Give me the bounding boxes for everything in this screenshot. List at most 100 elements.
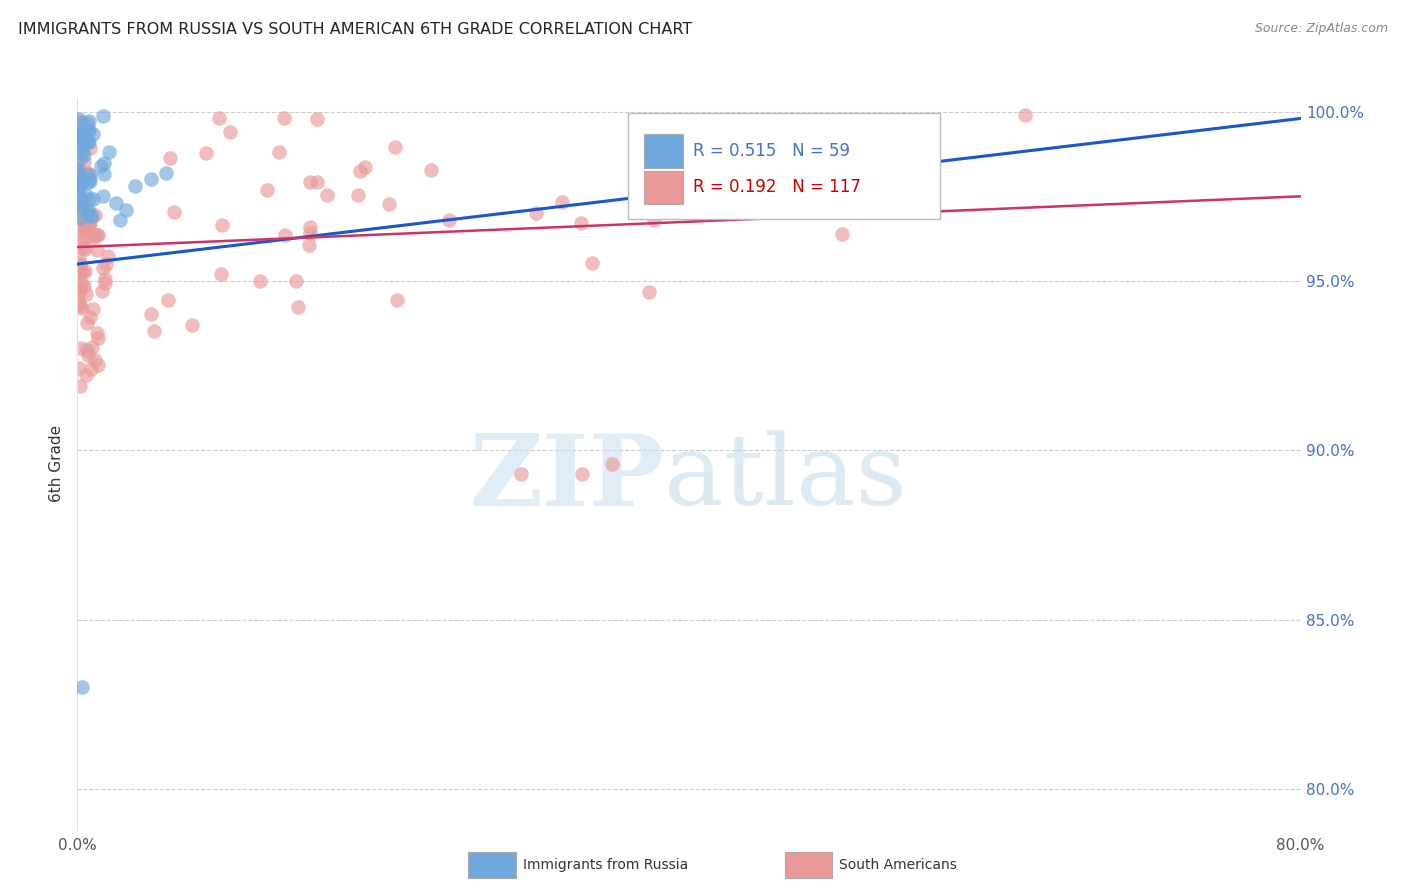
Point bbox=[69, 127, 91, 141]
Point bbox=[73, 129, 96, 144]
Point bbox=[70, 341, 93, 355]
Point bbox=[93, 276, 115, 290]
Text: IMMIGRANTS FROM RUSSIA VS SOUTH AMERICAN 6TH GRADE CORRELATION CHART: IMMIGRANTS FROM RUSSIA VS SOUTH AMERICAN… bbox=[18, 22, 693, 37]
Point bbox=[208, 112, 231, 126]
Point bbox=[93, 155, 115, 169]
Point bbox=[67, 360, 90, 375]
Point bbox=[647, 196, 669, 211]
Point bbox=[142, 324, 165, 338]
Point bbox=[91, 284, 114, 298]
Point bbox=[67, 132, 90, 146]
Point bbox=[298, 175, 321, 189]
Point bbox=[77, 348, 100, 362]
Point bbox=[70, 116, 93, 130]
Point bbox=[79, 141, 101, 155]
Point bbox=[67, 128, 90, 143]
FancyBboxPatch shape bbox=[644, 134, 683, 168]
Point bbox=[72, 219, 94, 233]
Point bbox=[419, 163, 441, 178]
Point bbox=[82, 127, 104, 141]
Point bbox=[316, 188, 339, 202]
Point bbox=[139, 307, 162, 321]
Point bbox=[69, 299, 91, 313]
Point bbox=[86, 244, 108, 258]
Point bbox=[79, 310, 101, 324]
Point bbox=[69, 266, 91, 280]
Point bbox=[72, 265, 94, 279]
Point bbox=[79, 216, 101, 230]
Point bbox=[67, 296, 90, 310]
Point bbox=[86, 228, 108, 243]
Point bbox=[91, 260, 114, 275]
Point bbox=[69, 127, 91, 141]
Point bbox=[571, 467, 593, 481]
Point bbox=[77, 135, 100, 149]
Point bbox=[155, 166, 177, 180]
Point bbox=[87, 358, 110, 372]
Point bbox=[159, 151, 181, 165]
Point bbox=[76, 175, 98, 189]
Point bbox=[115, 202, 138, 217]
Point bbox=[87, 331, 110, 345]
Point bbox=[180, 318, 202, 332]
Point bbox=[72, 217, 94, 231]
Text: R = 0.192   N = 117: R = 0.192 N = 117 bbox=[693, 178, 860, 196]
FancyBboxPatch shape bbox=[785, 852, 832, 878]
Point bbox=[72, 222, 94, 236]
Point bbox=[76, 205, 98, 219]
Text: Immigrants from Russia: Immigrants from Russia bbox=[523, 858, 689, 872]
Point bbox=[305, 175, 328, 189]
Point bbox=[76, 219, 98, 234]
Text: atlas: atlas bbox=[665, 431, 907, 526]
Point bbox=[94, 257, 117, 271]
Point bbox=[80, 340, 103, 354]
Point bbox=[73, 147, 96, 161]
FancyBboxPatch shape bbox=[644, 170, 683, 204]
Point bbox=[77, 113, 100, 128]
Point bbox=[249, 274, 271, 288]
Point bbox=[72, 242, 94, 256]
Point bbox=[77, 124, 100, 138]
Point bbox=[70, 277, 93, 291]
Point bbox=[299, 226, 322, 240]
Point bbox=[273, 112, 295, 126]
Point bbox=[67, 112, 90, 126]
Point bbox=[75, 222, 97, 236]
Point bbox=[69, 152, 91, 166]
Point bbox=[1014, 108, 1036, 122]
Point bbox=[67, 186, 90, 200]
Point bbox=[66, 168, 89, 182]
Point bbox=[69, 280, 91, 294]
Point bbox=[69, 257, 91, 271]
Point bbox=[70, 145, 93, 160]
Point bbox=[299, 219, 322, 234]
Point bbox=[79, 192, 101, 206]
Point bbox=[66, 188, 89, 202]
Point bbox=[82, 301, 104, 316]
Point bbox=[86, 326, 108, 341]
Point bbox=[76, 116, 98, 130]
Point bbox=[66, 214, 89, 228]
Point bbox=[70, 139, 93, 153]
Point bbox=[67, 175, 90, 189]
Point bbox=[73, 242, 96, 256]
Point bbox=[72, 211, 94, 226]
Point bbox=[89, 160, 111, 174]
Point bbox=[91, 189, 114, 203]
Text: Source: ZipAtlas.com: Source: ZipAtlas.com bbox=[1254, 22, 1388, 36]
Point bbox=[307, 112, 329, 127]
Point bbox=[73, 136, 96, 151]
Point bbox=[108, 213, 131, 227]
Point bbox=[66, 114, 89, 128]
Point bbox=[274, 227, 297, 242]
Point bbox=[284, 274, 307, 288]
Point bbox=[82, 193, 104, 207]
Point bbox=[93, 167, 115, 181]
Point bbox=[83, 228, 105, 243]
Point bbox=[77, 123, 100, 137]
Point bbox=[80, 362, 103, 376]
Point bbox=[77, 167, 100, 181]
Point bbox=[75, 263, 97, 277]
Point bbox=[75, 286, 97, 301]
Point bbox=[602, 457, 624, 471]
